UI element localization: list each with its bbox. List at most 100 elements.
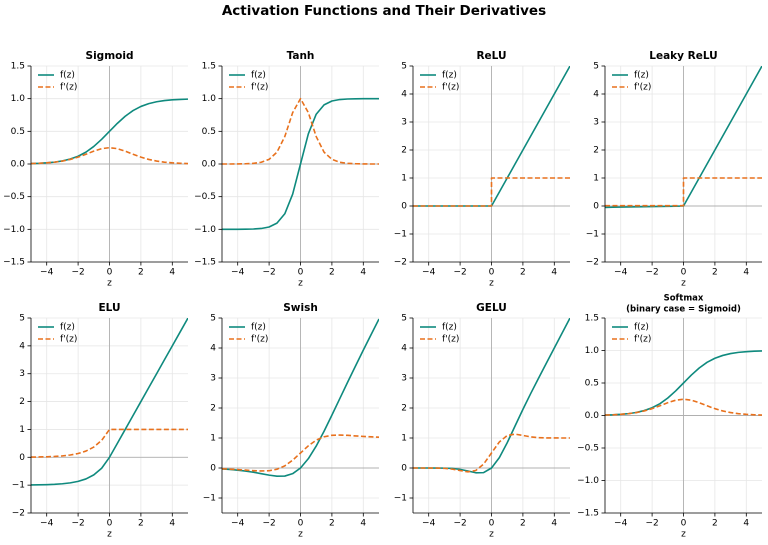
- y-tick-label: 1.5: [585, 314, 599, 324]
- x-tick-label: −4: [231, 268, 245, 278]
- x-tick-label: −2: [71, 519, 84, 529]
- y-tick-label: −0.5: [194, 192, 216, 202]
- y-tick-label: 2: [593, 146, 599, 156]
- x-tick-label: 2: [712, 519, 718, 529]
- y-tick-label: −2: [586, 258, 599, 268]
- plot-area: [222, 318, 379, 478]
- y-tick-label: 2: [210, 404, 216, 414]
- x-tick-label: 0: [681, 268, 687, 278]
- x-tick-label: 4: [169, 519, 175, 529]
- y-tick-label: −1.5: [194, 258, 216, 268]
- x-axis-label: z: [681, 530, 686, 540]
- y-tick-label: 3: [210, 374, 216, 384]
- y-tick-label: 1: [19, 425, 25, 435]
- legend-label: f(z): [442, 71, 457, 81]
- subplot-subtitle: (binary case = Sigmoid): [626, 305, 741, 315]
- x-tick-label: −2: [645, 268, 658, 278]
- x-tick-label: 2: [712, 268, 718, 278]
- series-line: [222, 97, 379, 165]
- y-tick-label: 2: [19, 397, 25, 407]
- x-tick-label: −4: [422, 268, 436, 278]
- x-tick-label: 2: [329, 268, 335, 278]
- y-tick-label: −1: [12, 481, 25, 491]
- x-axis-label: z: [107, 530, 112, 540]
- legend-label: f'(z): [60, 335, 77, 345]
- x-axis-label: z: [681, 279, 686, 289]
- y-tick-label: 1.0: [202, 94, 217, 104]
- x-tick-label: 0: [298, 519, 304, 529]
- plot-area: [605, 66, 762, 209]
- y-tick-label: 4: [401, 90, 407, 100]
- y-tick-label: −2: [12, 509, 25, 519]
- series-line: [605, 177, 762, 207]
- x-axis-label: z: [489, 279, 494, 289]
- series-line: [605, 398, 762, 416]
- y-tick-label: 5: [19, 314, 25, 324]
- y-tick-label: 3: [593, 118, 599, 128]
- x-tick-label: 0: [489, 268, 495, 278]
- y-tick-label: 5: [401, 314, 407, 324]
- y-tick-label: 1: [210, 434, 216, 444]
- legend-label: f'(z): [251, 335, 268, 345]
- y-tick-label: 4: [210, 344, 216, 354]
- series-line: [222, 434, 379, 472]
- subplot-title: Swish: [283, 302, 318, 314]
- x-tick-label: 0: [107, 519, 113, 529]
- x-tick-label: 0: [681, 519, 687, 529]
- legend-label: f(z): [634, 323, 649, 333]
- y-tick-label: 3: [401, 118, 407, 128]
- y-tick-label: 1: [401, 174, 407, 184]
- legend-label: f(z): [251, 71, 266, 81]
- x-tick-label: 2: [329, 519, 335, 529]
- y-tick-label: 1: [401, 434, 407, 444]
- x-tick-label: −2: [645, 519, 658, 529]
- x-tick-label: −4: [231, 519, 245, 529]
- legend-label: f(z): [442, 323, 457, 333]
- y-tick-label: 5: [210, 314, 216, 324]
- subplot: −1 0 1 2 3 4 5 −4 −2 0 2 4 GELU z f(z) f'(z): [394, 302, 570, 540]
- y-tick-label: 3: [401, 374, 407, 384]
- x-tick-label: −2: [453, 268, 466, 278]
- subplot: −1 0 1 2 3 4 5 −4 −2 0 2 4 Swish z f(z) f'(z): [203, 302, 379, 540]
- y-tick-label: −1: [394, 230, 407, 240]
- x-tick-label: 4: [743, 268, 749, 278]
- x-tick-label: −2: [262, 519, 275, 529]
- subplot: −1.5 −1.0 −0.5 0.0 0.5 1.0 1.5 −4 −2 0 2 4 Softmax(b…: [577, 294, 762, 540]
- x-axis-label: z: [489, 530, 494, 540]
- series-line: [413, 433, 570, 473]
- y-tick-label: −1.0: [194, 225, 216, 235]
- subplot: −1.5 −1.0 −0.5 0.0 0.5 1.0 1.5 −4 −2 0 2 4 Tanh z f(z)…: [194, 50, 379, 289]
- subplot-title: ReLU: [476, 50, 506, 62]
- y-tick-label: −0.5: [3, 192, 25, 202]
- y-tick-label: 4: [19, 341, 25, 351]
- y-tick-label: 1: [593, 174, 599, 184]
- x-tick-label: 2: [138, 519, 144, 529]
- x-tick-label: 2: [138, 268, 144, 278]
- legend-label: f'(z): [442, 335, 459, 345]
- y-tick-label: 1.5: [202, 62, 216, 72]
- x-tick-label: 4: [551, 519, 557, 529]
- x-axis-label: z: [298, 530, 303, 540]
- legend-label: f'(z): [634, 83, 651, 93]
- series-line: [222, 318, 379, 478]
- subplot-title: ELU: [98, 302, 120, 314]
- subplot: −2 −1 0 1 2 3 4 5 −4 −2 0 2 4 ELU z f(z) f'(z): [12, 302, 188, 540]
- y-tick-label: 0: [210, 464, 216, 474]
- series-line: [31, 428, 188, 458]
- subplot: −1.5 −1.0 −0.5 0.0 0.5 1.0 1.5 −4 −2 0 2 4 Sigmoid z f…: [3, 50, 188, 289]
- y-tick-label: −1.0: [577, 476, 599, 486]
- plot-area: [605, 350, 762, 416]
- legend-label: f'(z): [634, 335, 651, 345]
- y-tick-label: 1.5: [11, 62, 25, 72]
- y-tick-label: 1.0: [585, 346, 600, 356]
- series-line: [413, 177, 570, 207]
- x-tick-label: 2: [520, 268, 526, 278]
- y-tick-label: 0.0: [11, 160, 26, 170]
- y-tick-label: 4: [401, 344, 407, 354]
- y-tick-label: 0.0: [585, 411, 600, 421]
- x-tick-label: −2: [453, 519, 466, 529]
- legend-label: f(z): [634, 71, 649, 81]
- x-tick-label: 0: [298, 268, 304, 278]
- x-tick-label: −4: [422, 519, 436, 529]
